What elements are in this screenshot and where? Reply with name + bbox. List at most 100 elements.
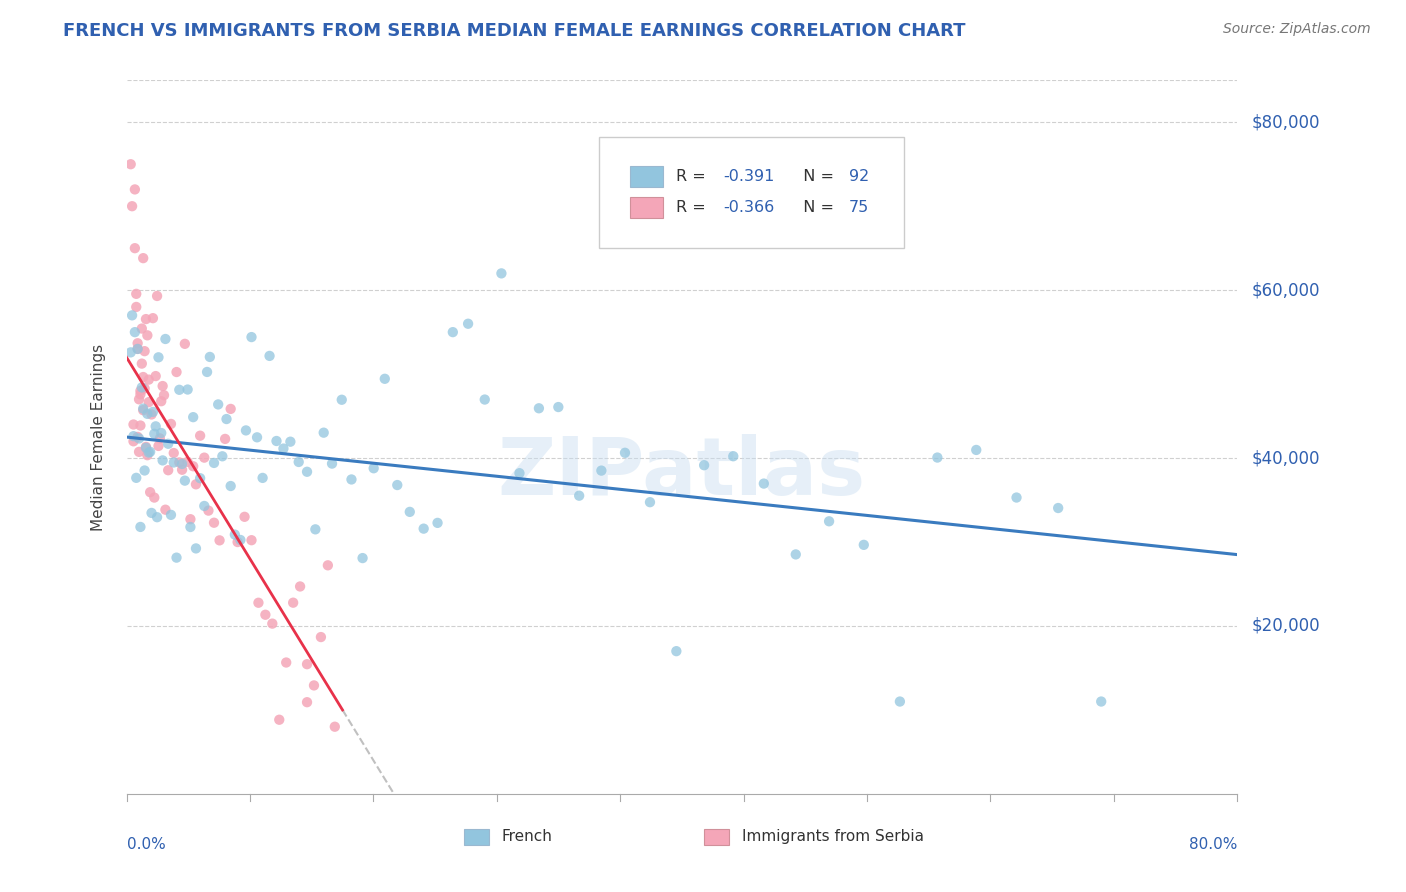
Point	[124, 325, 146, 339]
Text: ZIPatlas: ZIPatlas	[498, 434, 866, 512]
Text: $40,000: $40,000	[1251, 449, 1320, 467]
Point	[211, 450, 233, 464]
Point	[614, 446, 637, 460]
Point	[309, 630, 332, 644]
Point	[927, 450, 949, 465]
Point	[193, 450, 215, 465]
Point	[125, 300, 148, 314]
Point	[426, 516, 449, 530]
FancyBboxPatch shape	[464, 829, 489, 845]
Point	[136, 328, 159, 343]
Text: R =: R =	[676, 200, 711, 215]
Point	[547, 400, 569, 414]
Point	[1047, 501, 1070, 516]
Point	[441, 325, 464, 339]
Point	[246, 430, 269, 444]
Point	[128, 432, 150, 446]
Point	[195, 365, 218, 379]
Text: 92: 92	[849, 169, 869, 184]
Point	[163, 446, 186, 460]
Point	[852, 538, 875, 552]
Point	[169, 383, 191, 397]
Point	[163, 455, 186, 469]
Point	[166, 365, 188, 379]
Point	[352, 551, 374, 566]
Point	[128, 392, 150, 407]
Point	[160, 508, 183, 522]
Point	[166, 550, 188, 565]
Point	[145, 369, 167, 384]
Point	[252, 471, 274, 485]
Point	[132, 251, 155, 265]
Point	[965, 442, 987, 457]
Point	[568, 489, 591, 503]
Point	[121, 199, 143, 213]
Point	[330, 392, 353, 407]
Point	[491, 266, 513, 280]
Point	[176, 383, 198, 397]
Point	[138, 373, 160, 387]
Point	[457, 317, 479, 331]
Point	[638, 495, 661, 509]
Point	[229, 533, 252, 547]
Point	[124, 241, 146, 255]
Text: R =: R =	[676, 169, 711, 184]
Point	[129, 520, 152, 534]
Point	[173, 474, 195, 488]
Point	[508, 466, 530, 480]
Point	[132, 403, 155, 417]
Text: N =: N =	[793, 169, 839, 184]
Point	[150, 425, 173, 440]
Point	[202, 456, 225, 470]
Point	[149, 431, 172, 445]
Point	[207, 397, 229, 411]
Point	[172, 463, 194, 477]
Text: $80,000: $80,000	[1251, 113, 1320, 131]
Text: Immigrants from Serbia: Immigrants from Serbia	[742, 830, 924, 844]
Point	[128, 445, 150, 459]
Point	[142, 311, 165, 326]
Point	[134, 463, 156, 477]
Point	[363, 461, 385, 475]
Point	[527, 401, 550, 416]
Point	[131, 357, 153, 371]
Point	[157, 463, 180, 477]
Point	[240, 330, 263, 344]
Point	[302, 678, 325, 692]
Point	[134, 344, 156, 359]
Point	[152, 379, 174, 393]
Point	[132, 370, 155, 384]
Point	[179, 520, 201, 534]
Point	[148, 439, 170, 453]
Y-axis label: Median Female Earnings: Median Female Earnings	[91, 343, 105, 531]
Point	[157, 437, 180, 451]
Point	[131, 380, 153, 394]
FancyBboxPatch shape	[704, 829, 728, 845]
Point	[259, 349, 281, 363]
Point	[254, 607, 277, 622]
Point	[312, 425, 335, 440]
Point	[155, 332, 177, 346]
Point	[124, 182, 146, 196]
Point	[889, 694, 911, 708]
Point	[374, 372, 396, 386]
Point	[146, 510, 169, 524]
Text: -0.366: -0.366	[723, 200, 775, 215]
Point	[150, 394, 173, 409]
Text: $20,000: $20,000	[1251, 617, 1320, 635]
Point	[262, 616, 284, 631]
Point	[785, 548, 807, 562]
Text: -0.391: -0.391	[723, 169, 775, 184]
Point	[127, 430, 149, 444]
Point	[145, 419, 167, 434]
Point	[233, 509, 256, 524]
Point	[181, 410, 204, 425]
Point	[138, 395, 160, 409]
Text: Source: ZipAtlas.com: Source: ZipAtlas.com	[1223, 22, 1371, 37]
Point	[269, 713, 291, 727]
Point	[412, 522, 434, 536]
Point	[1090, 694, 1112, 708]
Text: 0.0%: 0.0%	[127, 837, 166, 852]
Point	[184, 541, 207, 556]
Point	[304, 522, 326, 536]
